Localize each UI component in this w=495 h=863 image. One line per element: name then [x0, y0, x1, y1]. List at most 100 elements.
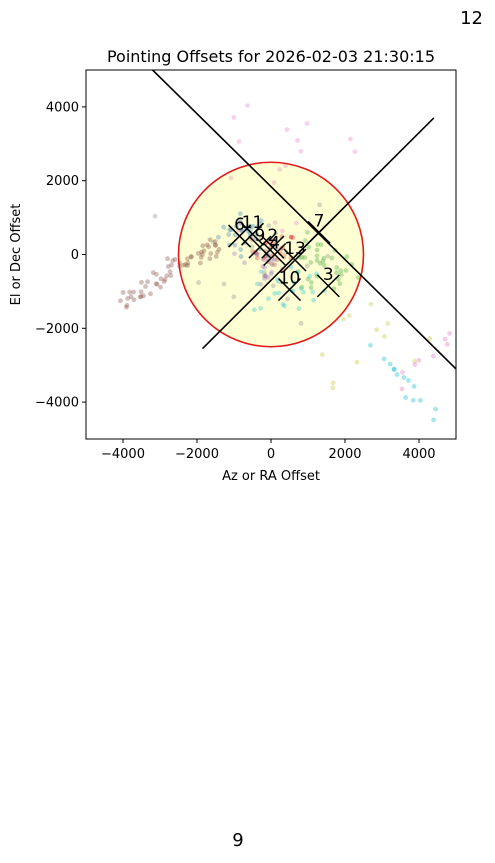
scatter-point: [406, 378, 411, 383]
scatter-point: [138, 289, 144, 295]
scatter-point: [262, 265, 267, 270]
scatter-point: [131, 297, 137, 303]
scatter-point: [306, 244, 312, 250]
scatter-point: [317, 260, 323, 266]
scatter-point: [269, 262, 275, 267]
scatter-point: [289, 234, 294, 240]
scatter-point: [400, 369, 405, 375]
scatter-point: [270, 283, 276, 289]
scatter-point: [272, 220, 278, 226]
scatter-point: [254, 281, 260, 287]
scatter-point: [127, 289, 133, 295]
scatter-point: [138, 294, 144, 299]
scatter-point: [124, 302, 130, 308]
y-tick-label: 4000: [46, 100, 79, 115]
scatter-point: [161, 279, 167, 285]
scatter-point: [258, 305, 263, 311]
scatter-point: [330, 385, 336, 391]
scatter-point: [374, 327, 380, 333]
scatter-point: [337, 281, 343, 287]
scatter-point: [288, 234, 294, 240]
scatter-point: [280, 245, 285, 251]
scatter-point: [382, 334, 387, 339]
scatter-point: [296, 306, 302, 311]
scatter-point: [346, 313, 352, 318]
scatter-point: [391, 366, 397, 372]
scatter-point: [308, 285, 314, 290]
scatter-point: [261, 273, 267, 279]
scatter-point: [214, 249, 220, 255]
scatter-point: [311, 297, 316, 303]
scatter-point: [321, 262, 327, 268]
scatter-point: [343, 268, 349, 273]
scatter-point: [213, 242, 219, 248]
scatter-point: [317, 202, 323, 208]
scatter-point: [268, 271, 274, 277]
scatter-point: [249, 244, 255, 250]
point-marker: [248, 235, 272, 259]
scatter-point: [447, 331, 453, 336]
scatter-point: [228, 175, 234, 181]
point-label-10: 10: [279, 269, 301, 289]
scatter-point: [299, 255, 305, 260]
scatter-point: [325, 253, 331, 259]
scatter-point: [170, 258, 176, 263]
scatter-point: [330, 380, 336, 386]
scatter-point: [417, 397, 423, 403]
scatter-point: [158, 284, 163, 290]
x-tick-label: −2000: [175, 447, 219, 462]
scatter-point: [270, 236, 276, 242]
point-label-13: 13: [284, 239, 306, 259]
scatter-point: [274, 276, 280, 282]
corner-page-number: 12: [460, 8, 483, 29]
scatter-point: [318, 242, 324, 248]
scatter-point: [120, 289, 126, 295]
scatter-point: [208, 251, 214, 256]
point-marker: [283, 248, 307, 272]
scatter-point: [189, 254, 194, 260]
scatter-point: [315, 242, 321, 247]
footer-page-number: 9: [232, 830, 244, 851]
scatter-point: [118, 298, 123, 304]
point-label-3: 3: [323, 265, 334, 285]
scatter-point: [272, 238, 278, 244]
point-marker: [277, 278, 302, 302]
scatter-point: [255, 251, 260, 257]
point-label-7: 7: [314, 211, 325, 231]
scatter-point: [221, 281, 227, 287]
scatter-point: [150, 270, 156, 276]
scatter-point: [250, 223, 256, 229]
plot-content: 611 7 9 24 13 10 3: [118, 70, 456, 423]
scatter-point: [231, 294, 237, 300]
scatter-point: [165, 264, 171, 269]
y-tick-label: 0: [71, 248, 79, 263]
scatter-point: [322, 288, 327, 294]
scatter-point: [403, 395, 409, 400]
scatter-point: [197, 260, 203, 266]
scatter-point: [412, 362, 418, 368]
scatter-point: [442, 336, 448, 342]
scatter-point: [258, 281, 264, 287]
scatter-point: [273, 231, 279, 237]
scatter-point: [185, 260, 191, 266]
scatter-point: [433, 406, 439, 412]
reference-line-diagonal-down: [152, 70, 456, 370]
scatter-point: [153, 281, 159, 287]
scatter-point: [232, 242, 238, 248]
scatter-point: [271, 180, 277, 186]
scatter-point: [334, 270, 339, 276]
scatter-point: [271, 257, 277, 262]
scatter-point: [125, 296, 131, 301]
scatter-point: [168, 273, 174, 278]
scatter-point: [298, 286, 304, 291]
scatter-point: [199, 249, 204, 255]
y-tick-label: −2000: [35, 322, 79, 337]
scatter-point: [254, 255, 260, 261]
scatter-point: [329, 255, 335, 261]
point-label-6: 6: [234, 215, 245, 235]
scatter-point: [295, 138, 300, 143]
y-axis-label: El or Dec Offset: [9, 204, 24, 306]
scatter-point: [212, 239, 218, 244]
scatter-point: [268, 261, 274, 266]
scatter-point: [181, 262, 186, 268]
